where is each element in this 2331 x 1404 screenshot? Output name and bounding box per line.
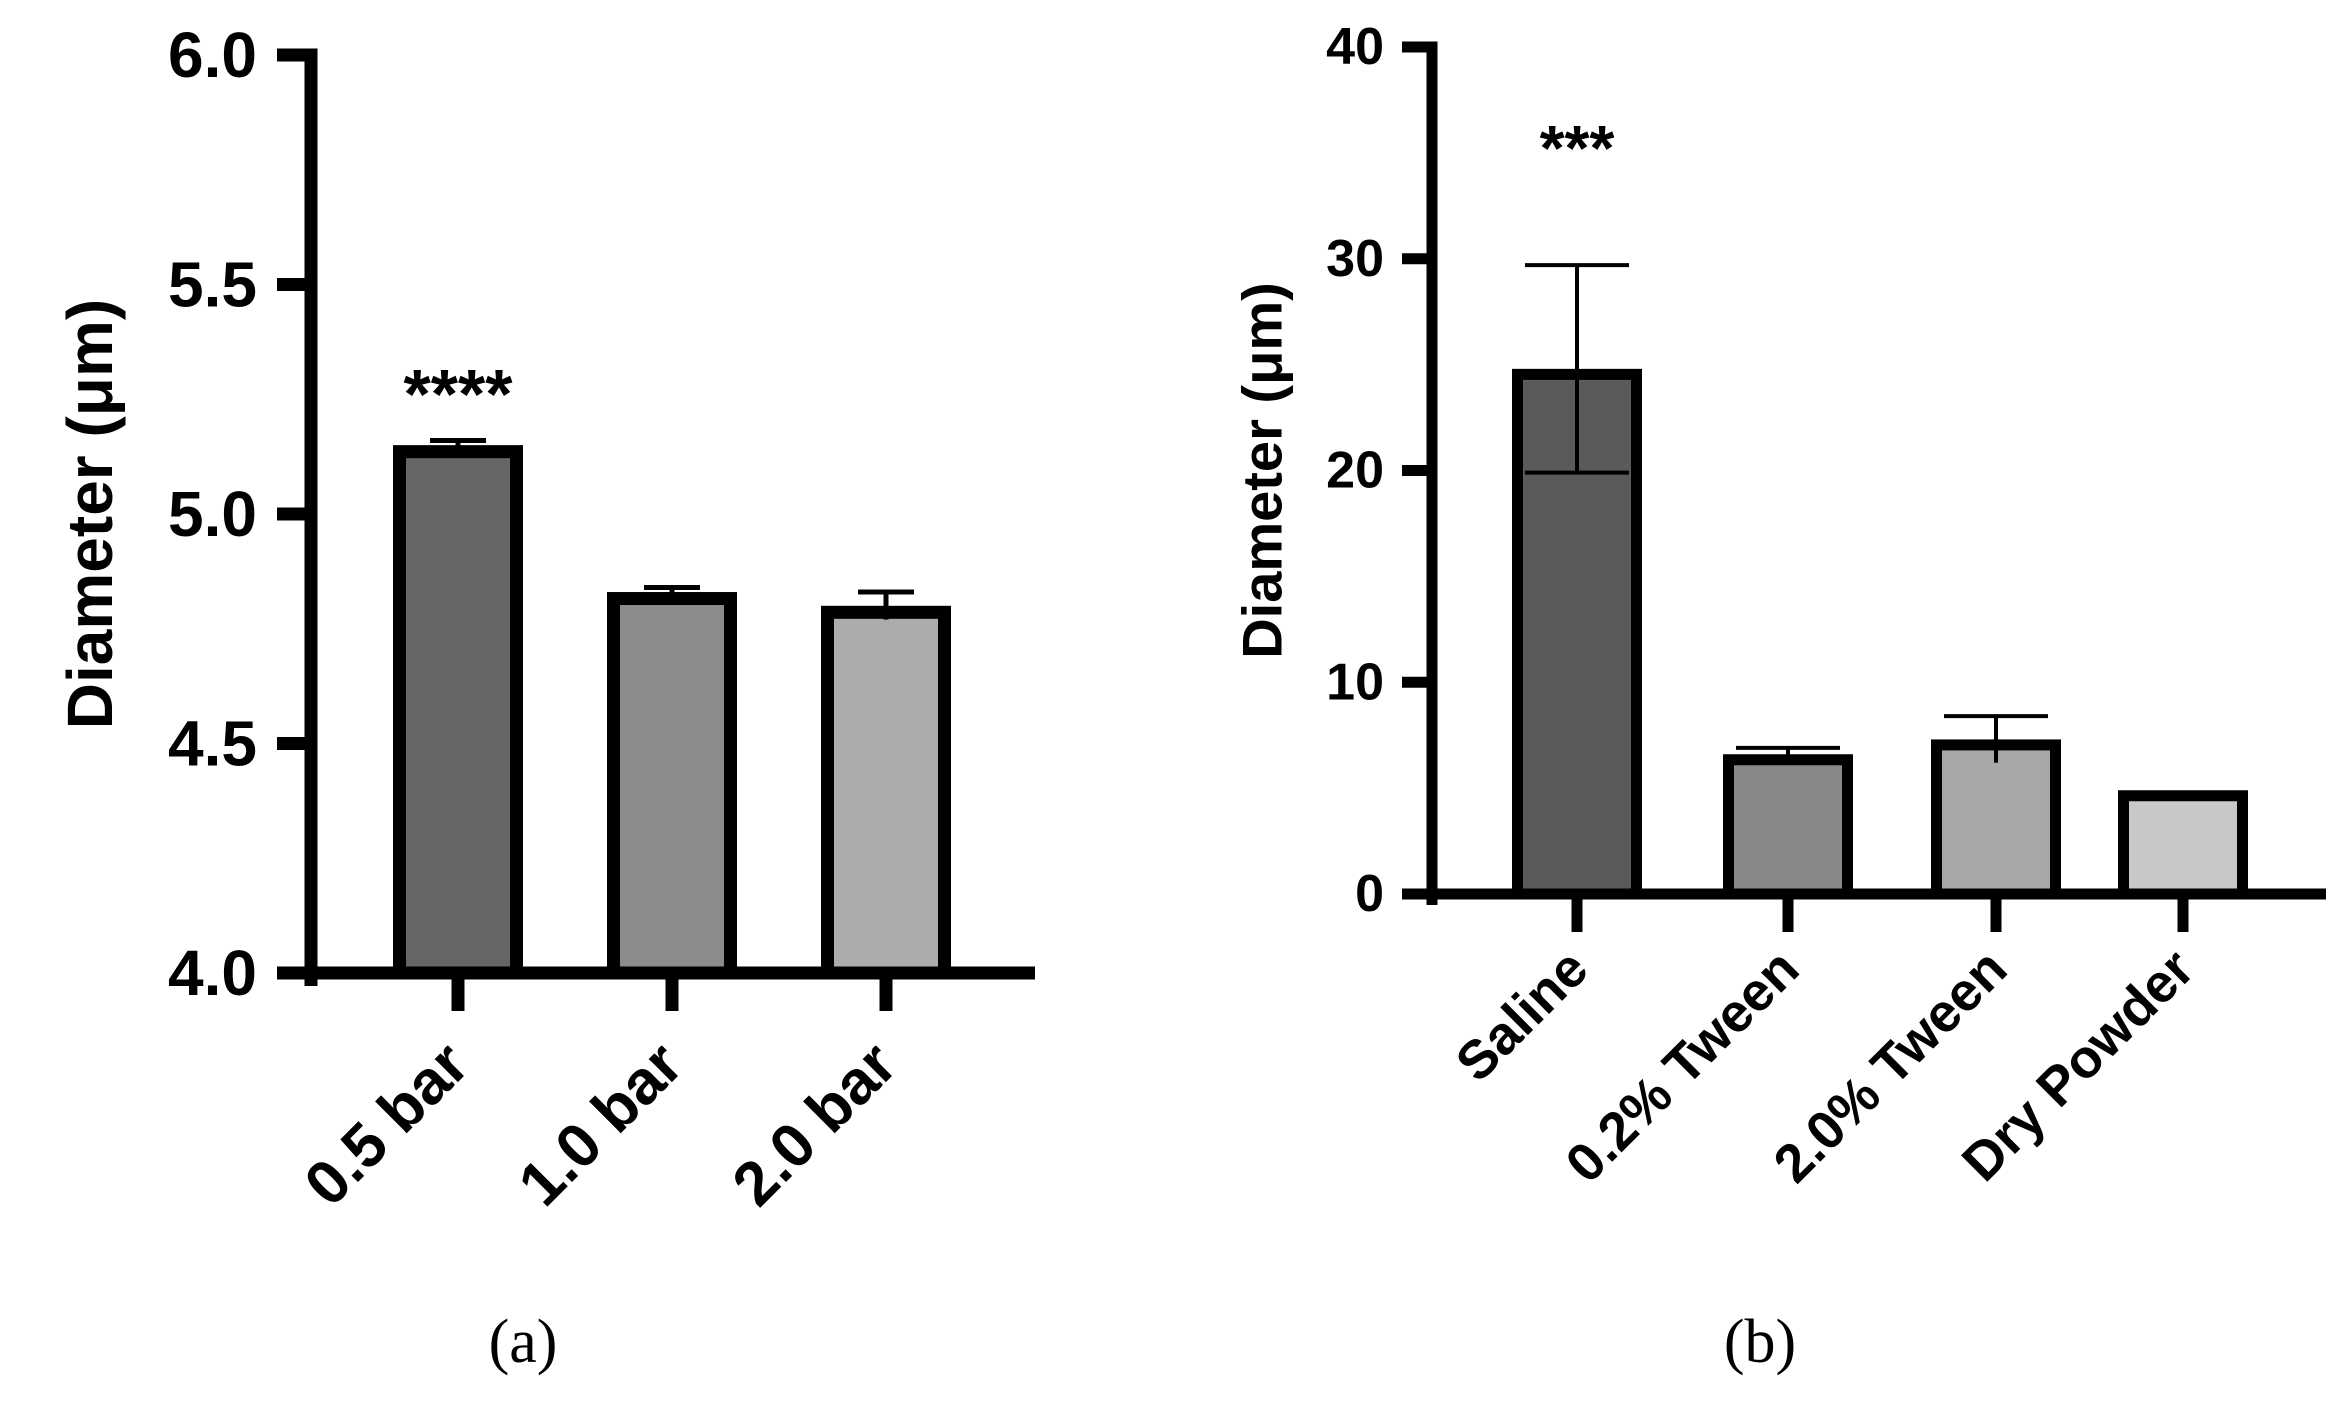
- x-tick-label: 1.0 bar: [506, 1029, 696, 1219]
- y-axis-title: Diameter (μm): [1231, 282, 1294, 659]
- bar: [607, 592, 737, 980]
- y-tick-label: 30: [1326, 230, 1384, 288]
- y-tick-label: 0: [1355, 865, 1384, 923]
- bar: [2118, 790, 2248, 900]
- y-tick-label: 5.5: [168, 249, 257, 321]
- significance-marker: ***: [1540, 112, 1615, 184]
- panel-label: (b): [1724, 1308, 1796, 1376]
- y-tick-label: 10: [1326, 653, 1384, 711]
- y-tick-label: 40: [1326, 18, 1384, 76]
- x-tick-label: Saline: [1445, 938, 1600, 1093]
- y-tick-label: 20: [1326, 442, 1384, 500]
- bar: [1931, 739, 2061, 900]
- x-tick-label: 2.0 bar: [720, 1029, 910, 1219]
- y-tick-label: 4.0: [168, 937, 257, 1009]
- panel-label: (a): [489, 1308, 558, 1376]
- y-tick-label: 6.0: [168, 19, 257, 91]
- y-axis-title: Diameter (μm): [54, 299, 126, 729]
- bar: [1723, 754, 1853, 900]
- chart-panel-a: 4.0 4.5 5.0 5.5 6.0 0.5 bar 1.0 bar 2.0 bar Diam…: [54, 19, 1035, 1376]
- y-tick-label: 5.0: [168, 478, 257, 550]
- significance-marker: ****: [404, 355, 514, 433]
- bar: [821, 605, 951, 980]
- bar: [393, 445, 523, 980]
- x-tick-label: 0.5 bar: [292, 1029, 482, 1219]
- y-tick-label: 4.5: [168, 708, 257, 780]
